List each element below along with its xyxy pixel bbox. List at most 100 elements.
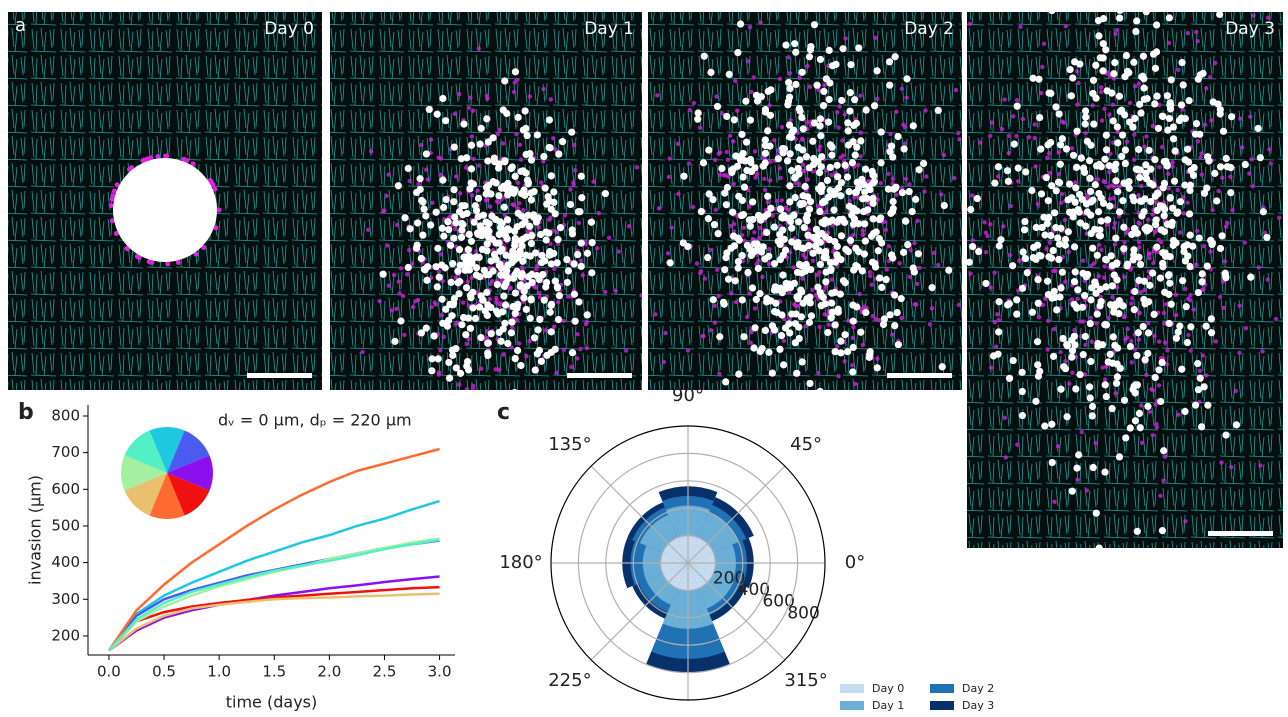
cell (1196, 374, 1204, 382)
cell (1063, 341, 1071, 349)
cell (1048, 420, 1056, 428)
cell (727, 133, 733, 139)
cell (1138, 197, 1146, 205)
cell (781, 324, 790, 332)
cell (484, 157, 492, 165)
cell (874, 247, 882, 255)
cell (1165, 14, 1173, 22)
cell (515, 180, 521, 186)
cells (653, 20, 962, 390)
cell (1112, 379, 1121, 387)
cell (425, 105, 433, 114)
cell (109, 218, 115, 224)
cell (927, 322, 933, 327)
cell (992, 319, 997, 325)
cell (1167, 300, 1175, 308)
cell (574, 250, 582, 259)
cell (734, 257, 742, 266)
cell (541, 86, 546, 92)
cell (770, 223, 778, 231)
cell (1189, 171, 1198, 180)
cell (1112, 177, 1120, 185)
cell (1112, 220, 1117, 226)
cell (777, 76, 783, 81)
cell (1102, 392, 1110, 401)
cell (814, 283, 822, 291)
cell (1196, 130, 1204, 138)
cell (870, 178, 878, 186)
cell (878, 283, 886, 292)
cell (511, 186, 519, 194)
cell (1126, 424, 1134, 432)
cell (555, 150, 563, 158)
cell (472, 264, 481, 272)
cell (717, 172, 723, 177)
cell (527, 338, 532, 344)
cell (813, 293, 818, 298)
cell (488, 212, 496, 220)
cell (568, 230, 577, 238)
cell (848, 159, 856, 167)
cell (772, 138, 777, 143)
cell (795, 218, 803, 226)
cell (709, 296, 717, 304)
cell (1048, 12, 1056, 15)
cell (833, 218, 841, 226)
cell (1068, 347, 1077, 355)
cell (793, 268, 802, 276)
cell (563, 278, 571, 287)
cell (1119, 131, 1127, 139)
cell (666, 174, 672, 180)
cell (655, 93, 660, 98)
cell (1089, 339, 1095, 344)
cell (432, 263, 440, 271)
cell (550, 198, 558, 206)
cell (694, 261, 700, 266)
cell (719, 298, 728, 306)
cell (1099, 118, 1105, 123)
cell (1133, 84, 1138, 89)
cell (1136, 81, 1141, 86)
cell (487, 204, 493, 209)
cell (820, 87, 828, 96)
cell (788, 224, 796, 232)
cell (438, 252, 443, 257)
cell (1047, 254, 1056, 262)
cell (855, 184, 863, 192)
cell (1102, 275, 1107, 280)
cell (779, 124, 785, 130)
cell (731, 229, 737, 234)
cells (108, 153, 222, 267)
cell (583, 311, 591, 319)
cell (792, 301, 797, 307)
cell (1075, 296, 1080, 302)
cell (1157, 397, 1165, 406)
cell (1142, 287, 1147, 293)
cell (747, 25, 753, 30)
cell (1052, 103, 1060, 111)
cell (778, 311, 786, 319)
cell (1093, 162, 1101, 170)
cell (1048, 182, 1056, 190)
cell (1087, 229, 1095, 238)
cell (851, 96, 859, 104)
cell (858, 154, 863, 159)
cell (1210, 207, 1215, 213)
cell (1069, 297, 1075, 302)
cell (1216, 163, 1225, 171)
cell (967, 258, 973, 266)
cell (1258, 463, 1263, 468)
cell (1199, 151, 1204, 156)
cell (1164, 362, 1169, 367)
cell (854, 248, 863, 256)
cell (520, 287, 528, 295)
cell (870, 102, 879, 110)
cell (1152, 48, 1161, 56)
cell (512, 80, 518, 85)
cell (707, 68, 715, 76)
cell (578, 346, 583, 352)
cell (886, 81, 894, 89)
cell (1001, 224, 1006, 229)
cell (757, 235, 762, 241)
cell (541, 159, 546, 164)
